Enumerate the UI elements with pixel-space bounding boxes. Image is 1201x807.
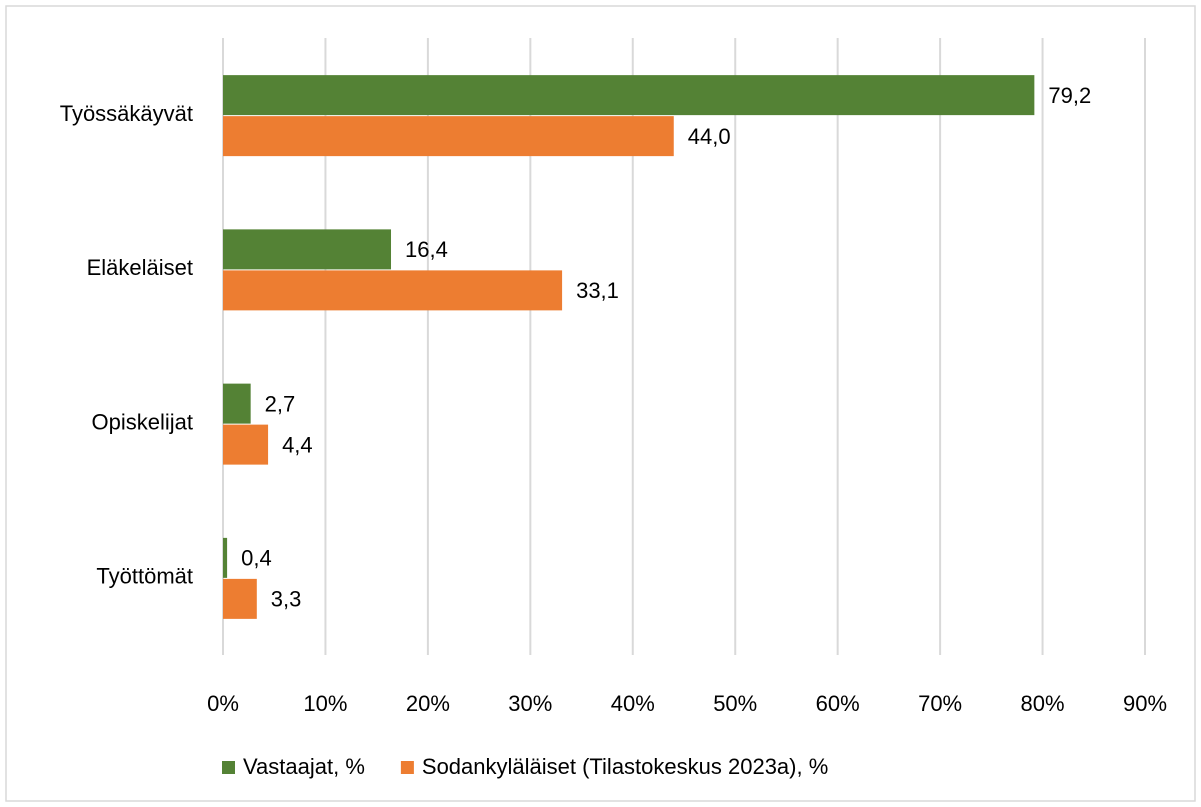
legend-swatch	[222, 761, 235, 774]
y-tick-label: Työssäkäyvät	[60, 101, 193, 126]
legend-swatch	[400, 761, 414, 774]
data-label: 33,1	[576, 278, 619, 303]
data-label: 44,0	[688, 124, 731, 149]
x-tick-label: 70%	[918, 691, 962, 716]
x-tick-label: 20%	[406, 691, 450, 716]
data-label: 2,7	[265, 391, 296, 416]
x-tick-label: 40%	[611, 691, 655, 716]
x-tick-label: 50%	[713, 691, 757, 716]
bar	[223, 537, 228, 578]
data-label: 79,2	[1048, 83, 1091, 108]
y-tick-label: Eläkeläiset	[87, 255, 193, 280]
bar	[223, 270, 563, 311]
legend-label: Sodankyläläiset (Tilastokeskus 2023a), %	[422, 754, 828, 779]
data-label: 16,4	[405, 237, 448, 262]
bar	[223, 75, 1035, 116]
legend-label: Vastaajat, %	[243, 754, 365, 779]
y-tick-label: Opiskelijat	[92, 409, 193, 434]
x-tick-label: 0%	[207, 691, 239, 716]
bar	[223, 116, 674, 157]
data-label: 4,4	[282, 432, 313, 457]
data-label: 0,4	[241, 546, 272, 571]
x-tick-label: 90%	[1123, 691, 1167, 716]
x-tick-label: 80%	[1021, 691, 1065, 716]
x-tick-label: 60%	[816, 691, 860, 716]
bar	[223, 229, 392, 270]
bar	[223, 578, 257, 619]
bar	[223, 383, 251, 424]
bar	[223, 424, 269, 465]
x-tick-label: 10%	[303, 691, 347, 716]
data-label: 3,3	[271, 587, 302, 612]
x-tick-label: 30%	[508, 691, 552, 716]
y-tick-label: Työttömät	[96, 564, 193, 589]
